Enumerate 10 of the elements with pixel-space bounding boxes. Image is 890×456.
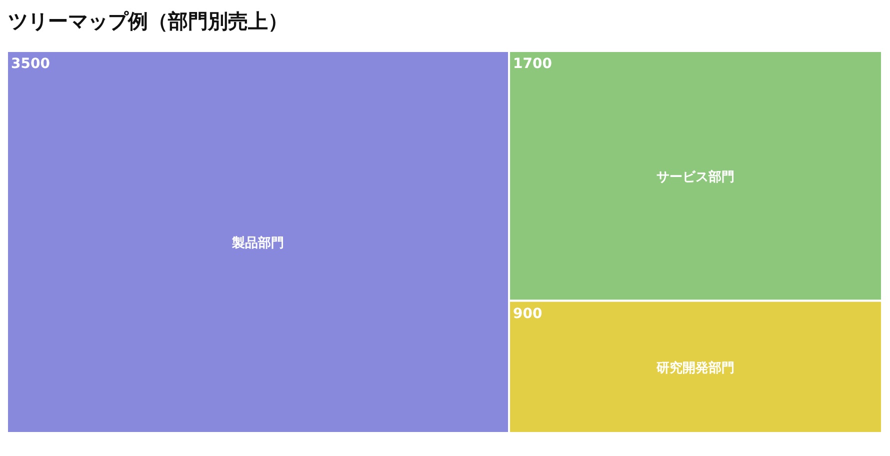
category-label: 製品部門 xyxy=(231,235,284,251)
category-label: サービス部門 xyxy=(656,168,735,185)
category-label: 研究開発部門 xyxy=(656,360,735,376)
data-label: 1700 xyxy=(513,56,552,72)
node: 3500 製品部門 xyxy=(6,50,510,434)
title: ツリーマップ例（部門別売上） xyxy=(8,9,288,33)
data-label: 900 xyxy=(513,306,543,322)
node: 900 研究開発部門 xyxy=(508,300,883,434)
node: 1700 サービス部門 xyxy=(508,50,883,302)
data-label: 3500 xyxy=(11,56,50,72)
